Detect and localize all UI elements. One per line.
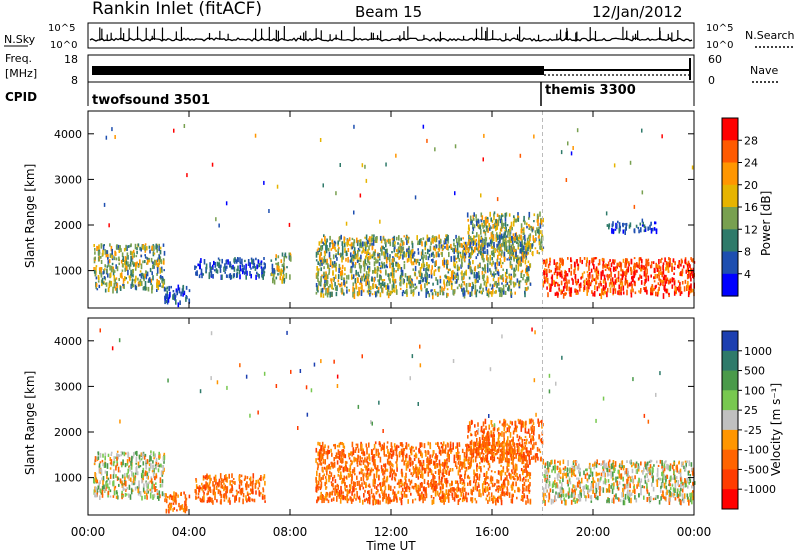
velocity-axes: 1000 2000 3000 4000: [54, 318, 695, 515]
scatter-region-7: [606, 220, 658, 235]
noise-left-label: N.Sky: [4, 33, 36, 46]
power-scatter: [93, 111, 696, 308]
velocity-scatter: [93, 318, 696, 515]
colorbar-tick-label: 24: [744, 157, 758, 170]
scatter-region-0: [93, 243, 166, 294]
colorbar-swatch: [722, 370, 738, 391]
colorbar-swatch: [722, 410, 738, 431]
colorbar-tick-label: -1000: [744, 483, 776, 496]
beam-title: Beam 15: [355, 3, 422, 21]
scatter-region-3: [270, 252, 292, 285]
colorbar-tick-label: 4: [744, 268, 751, 281]
ytick-label: 3000: [54, 173, 82, 186]
xtick-label: 04:00: [172, 525, 207, 539]
power-ylabel: Slant Range [km]: [23, 164, 37, 268]
colorbar-swatch: [722, 273, 738, 297]
colorbar-tick-label: 100: [744, 384, 765, 397]
colorbar-swatch: [722, 229, 738, 253]
colorbar-swatch: [722, 350, 738, 372]
ytick-label: 4000: [54, 335, 82, 348]
cpid-label: CPID: [5, 90, 37, 104]
colorbar-swatch: [722, 184, 738, 208]
ytick-label: 4000: [54, 128, 82, 141]
xtick-label: 16:00: [475, 525, 510, 539]
xtick-label: 00:00: [677, 525, 712, 539]
nave-label: Nave: [750, 64, 778, 77]
station-title: Rankin Inlet (fitACF): [92, 0, 262, 19]
xtick-label: 08:00: [273, 525, 308, 539]
scatter-region-3: [315, 441, 532, 506]
ytick-label: 2000: [54, 219, 82, 232]
scatter-region-0: [93, 450, 166, 501]
scatter-region-4: [315, 234, 532, 300]
colorbar-tick-label: 1000: [744, 345, 772, 358]
noise-trace: [89, 26, 693, 42]
scatter-region-1: [164, 491, 191, 514]
colorbar-swatch: [722, 140, 738, 164]
noise-left-tick-bottom: 10^0: [50, 40, 77, 51]
freq-label-1: Freq.: [5, 52, 32, 65]
colorbar-tick-label: 25: [744, 404, 758, 417]
velocity-panel-frame: [87, 317, 695, 516]
scatter-region-2: [194, 473, 266, 505]
ytick-label: 3000: [54, 380, 82, 393]
time-xlabel: Time UT: [365, 539, 416, 553]
cpid-mode-twofsound: twofsound 3501: [92, 93, 210, 108]
power-colorbar: 28 24 20 16 12 8 4: [721, 117, 758, 297]
colorbar-swatch: [722, 251, 738, 275]
colorbar-tick-label: 500: [744, 365, 765, 378]
colorbar-swatch: [722, 207, 738, 230]
colorbar-swatch: [722, 469, 738, 490]
colorbar-swatch: [722, 118, 738, 141]
colorbar-swatch: [722, 390, 738, 411]
nave-tick-bottom: 0: [708, 74, 715, 87]
freq-tick-bottom: 8: [71, 74, 78, 87]
noise-right-tick-top: 10^5: [706, 23, 733, 34]
colorbar-tick-label: 16: [744, 201, 758, 214]
noise-right-label: N.Search: [745, 29, 795, 42]
ytick-label: 2000: [54, 426, 82, 439]
colorbar-tick-label: 28: [744, 134, 758, 147]
xtick-label: 00:00: [71, 525, 106, 539]
freq-bar-twofsound: [92, 66, 544, 75]
power-panel-frame: [87, 110, 695, 309]
colorbar-tick-label: 20: [744, 179, 758, 192]
scatter-region-5: [542, 459, 696, 506]
noise-panel-frame: [87, 22, 695, 49]
colorbar-swatch: [722, 162, 738, 186]
nave-tick-top: 60: [708, 53, 722, 66]
freq-panel-frame: [87, 54, 695, 83]
colorbar-tick-label: 12: [744, 223, 758, 236]
colorbar-tick-label: 8: [744, 246, 751, 259]
power-colorbar-label: Power [dB]: [759, 191, 773, 256]
ytick-label: 1000: [54, 472, 82, 485]
scatter-region-4: [467, 418, 544, 465]
velocity-ylabel: Slant Range [km]: [23, 371, 37, 475]
velocity-colorbar: 1000 500 100 25 -25 -100 -500 -1000: [721, 330, 776, 510]
colorbar-swatch: [722, 489, 738, 510]
colorbar-swatch: [722, 449, 738, 470]
freq-label-2: [MHz]: [5, 67, 37, 80]
xtick-label: 12:00: [374, 525, 409, 539]
colorbar-tick-label: -25: [744, 424, 762, 437]
power-axes: 1000 2000 3000 4000: [54, 111, 695, 308]
colorbar-swatch: [722, 429, 738, 451]
xtick-label: 20:00: [576, 525, 611, 539]
freq-tick-top: 18: [64, 53, 78, 66]
ytick-label: 1000: [54, 265, 82, 278]
noise-left-tick-top: 10^5: [48, 23, 75, 34]
scatter-region-6: [542, 257, 696, 299]
scatter-region-5: [466, 211, 545, 258]
scatter-region-1: [163, 284, 191, 308]
noise-right-tick-bottom: 10^0: [706, 40, 733, 51]
date-title: 12/Jan/2012: [592, 3, 683, 21]
time-axis: 00:00 04:00 08:00 12:00 16:00 20:00 00:00: [71, 525, 712, 539]
cpid-mode-themis: themis 3300: [545, 83, 636, 98]
colorbar-swatch: [722, 331, 738, 352]
colorbar-tick-label: -100: [744, 444, 769, 457]
colorbar-tick-label: -500: [744, 463, 769, 476]
velocity-colorbar-label: Velocity [m s⁻¹]: [769, 383, 783, 476]
scatter-region-2: [194, 257, 266, 280]
